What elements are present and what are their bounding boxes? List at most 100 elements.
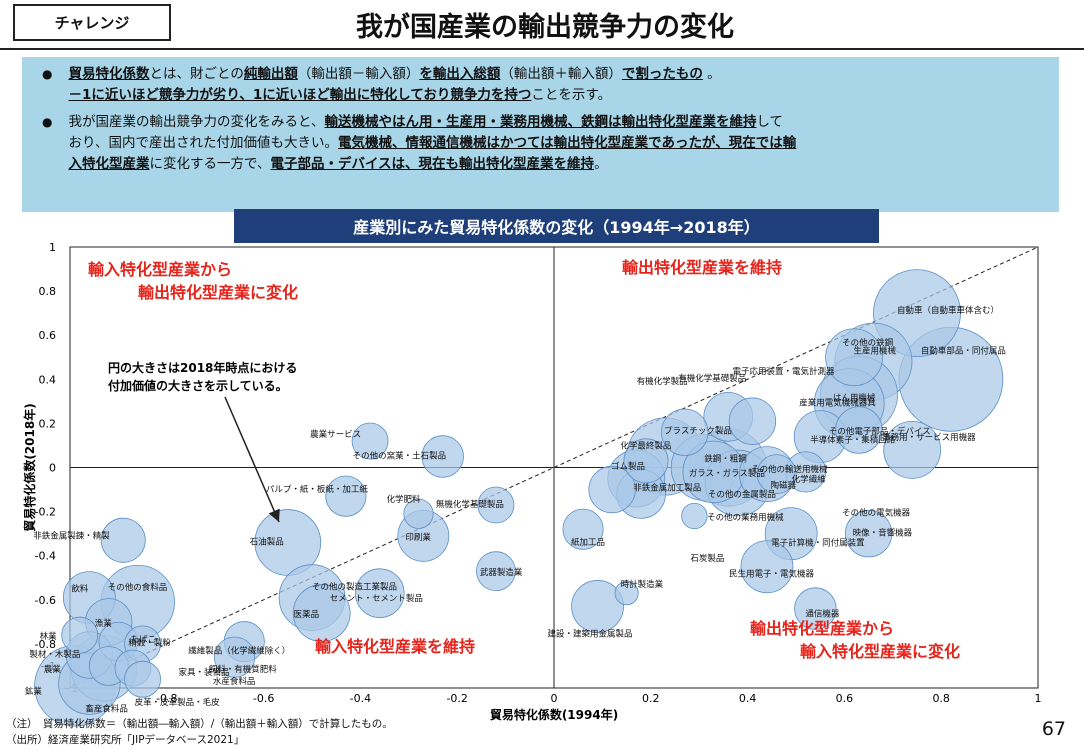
- point-label: 石油製品: [250, 536, 284, 547]
- bubble-point: [588, 465, 636, 514]
- x-tick-label: 0.6: [836, 692, 854, 705]
- point-label: 武器製造業: [480, 567, 523, 578]
- point-label: 家具・装備品: [179, 667, 230, 678]
- summary-box: ● 貿易特化係数とは、財ごとの純輸出額（輸出額－輸入額）を輸出入総額（輸出額＋輸…: [22, 57, 1059, 212]
- quadrant-label-q-tl: 輸出特化型産業に変化: [138, 283, 298, 302]
- point-label: セメント・セメント製品: [330, 593, 423, 604]
- point-label: 自動車部品・同付属品: [921, 345, 1006, 356]
- bubble-point: [403, 498, 434, 529]
- point-label: 林業: [40, 631, 58, 642]
- y-tick-label: 0.8: [39, 285, 57, 298]
- bubble-point: [756, 454, 797, 494]
- bullet-dot-icon: ●: [42, 115, 53, 129]
- point-label: たばこ: [131, 635, 157, 645]
- x-tick-label: -0.6: [253, 692, 274, 705]
- bubble-point: [883, 420, 942, 479]
- point-label: 医薬品: [294, 609, 320, 620]
- point-label: その他の食料品: [108, 582, 168, 593]
- point-label: 印刷業: [405, 532, 431, 543]
- bubble-point: [681, 502, 708, 530]
- y-tick-label: -0.8: [35, 638, 56, 651]
- bullet-2: ● 我が国産業の輸出競争力の変化をみると、輸送機械やはん用・生産用・業務用機械、…: [42, 112, 1049, 175]
- emphasis-text: で割ったもの: [621, 66, 703, 82]
- challenge-tag: チャレンジ: [13, 4, 171, 41]
- point-label: 民生用電子・電気機器: [729, 569, 815, 580]
- bullet-1: ● 貿易特化係数とは、財ごとの純輸出額（輸出額－輸入額）を輸出入総額（輸出額＋輸…: [42, 64, 1049, 106]
- title-divider: [0, 48, 1084, 50]
- point-label: 飼料・有機質肥料: [209, 664, 278, 675]
- point-label: その他の業務用機械: [707, 512, 784, 523]
- diagonal-reference-line: [69, 246, 1039, 689]
- point-label: 化学最終製品: [620, 440, 671, 451]
- point-label: 電子応用装置・電気計測器: [732, 366, 835, 377]
- body-text: （輸出額＋輸入額）: [500, 66, 622, 82]
- chart-title: 産業別にみた貿易特化係数の変化（1994年→2018年）: [234, 209, 879, 243]
- emphasis-text: を輸出入総額: [419, 66, 501, 82]
- bubble-point: [214, 636, 256, 678]
- y-tick-label: -0.2: [35, 506, 56, 519]
- point-label: 飲料: [71, 584, 89, 595]
- point-label: 石炭製品: [690, 553, 724, 564]
- bubble-point: [794, 587, 837, 630]
- point-label: 化学肥料: [386, 494, 421, 505]
- x-tick-label: 0.2: [642, 692, 660, 705]
- bubble-point: [100, 517, 146, 563]
- bubble-point: [325, 475, 367, 517]
- point-label: プラスチック製品: [664, 426, 732, 437]
- point-label: 繊維製品（化学繊維除く）: [188, 646, 290, 657]
- point-label: 通信機器: [805, 609, 840, 620]
- point-label: 生産用機械: [853, 346, 896, 357]
- bubble-point: [571, 580, 624, 633]
- point-label: 非鉄金属加工製品: [633, 483, 701, 494]
- point-label: 農業: [44, 664, 62, 675]
- x-tick-label: -0.8: [156, 692, 177, 705]
- y-tick-label: 0.2: [39, 417, 57, 430]
- annotation-line-2: 付加価値の大きさを示している。: [108, 378, 288, 393]
- y-tick-label: 1: [49, 241, 56, 254]
- body-text: 。: [594, 156, 608, 172]
- point-label: その他の製造工業製品: [312, 582, 397, 593]
- bubble-point: [61, 616, 99, 654]
- point-label: その他の窯業・土石製品: [353, 450, 447, 461]
- emphasis-text: 輸送機械やはん用・生産用・業務用機械、鉄鋼は輸出特化型産業を維持: [324, 114, 757, 130]
- quadrant-label-q-bl: 輸入特化型産業を維持: [315, 637, 475, 656]
- y-tick-label: 0.4: [39, 373, 57, 386]
- point-label: 陶磁器: [771, 480, 797, 491]
- point-label: 精穀・製粉: [128, 638, 171, 649]
- point-label: 電子計算機・同付属装置: [771, 538, 865, 549]
- emphasis-text: 入特化型産業: [68, 156, 150, 172]
- point-label: 時計製造業: [621, 579, 664, 590]
- point-label: その他の電気機器: [842, 508, 911, 519]
- bubble-point: [661, 408, 709, 456]
- point-label: その他の輸送用機械: [751, 464, 828, 475]
- x-tick-label: 0.8: [932, 692, 950, 705]
- point-label: 非鉄金属製錬・精製: [33, 530, 110, 541]
- bubble-point: [292, 584, 351, 642]
- quadrant-label-q-br: 輸入特化型産業に変化: [800, 642, 960, 661]
- bubble-point: [124, 660, 162, 698]
- bubble-point: [835, 406, 883, 454]
- body-text: おり、国内で産出された付加価値も大きい。: [68, 135, 338, 151]
- point-label: 皮革・皮革製品・毛皮: [135, 697, 221, 708]
- x-axis-label: 貿易特化係数(1994年): [490, 707, 618, 722]
- body-text: に変化する一方で、: [149, 156, 271, 172]
- bubble-point: [614, 581, 639, 606]
- x-tick-label: -0.4: [350, 692, 371, 705]
- x-tick-label: 1: [1035, 692, 1042, 705]
- page-number: 67: [1041, 718, 1066, 740]
- bubble-point: [351, 422, 389, 460]
- y-tick-label: -0.4: [35, 550, 56, 563]
- quadrant-label-q-tl: 輸入特化型産業から: [88, 260, 232, 279]
- point-label: 化学繊維: [792, 474, 827, 485]
- point-label: 漁業: [95, 618, 113, 629]
- point-label: 畜産食料品: [85, 704, 128, 715]
- body-text: して: [756, 114, 784, 130]
- x-tick-label: 0.4: [739, 692, 757, 705]
- point-label: 産業用電気機械器具: [799, 398, 876, 409]
- emphasis-text: 電気機械、情報通信機械はかつては輸出特化型産業であったが、現在では輸: [337, 135, 797, 151]
- page-title: 我が国産業の輸出競争力の変化: [356, 11, 734, 43]
- point-label: 無機化学基礎製品: [436, 499, 504, 510]
- point-label: 自動車（自動車車体含む）: [897, 305, 999, 316]
- bubble-point: [825, 328, 883, 387]
- point-label: 鉱業: [25, 686, 43, 697]
